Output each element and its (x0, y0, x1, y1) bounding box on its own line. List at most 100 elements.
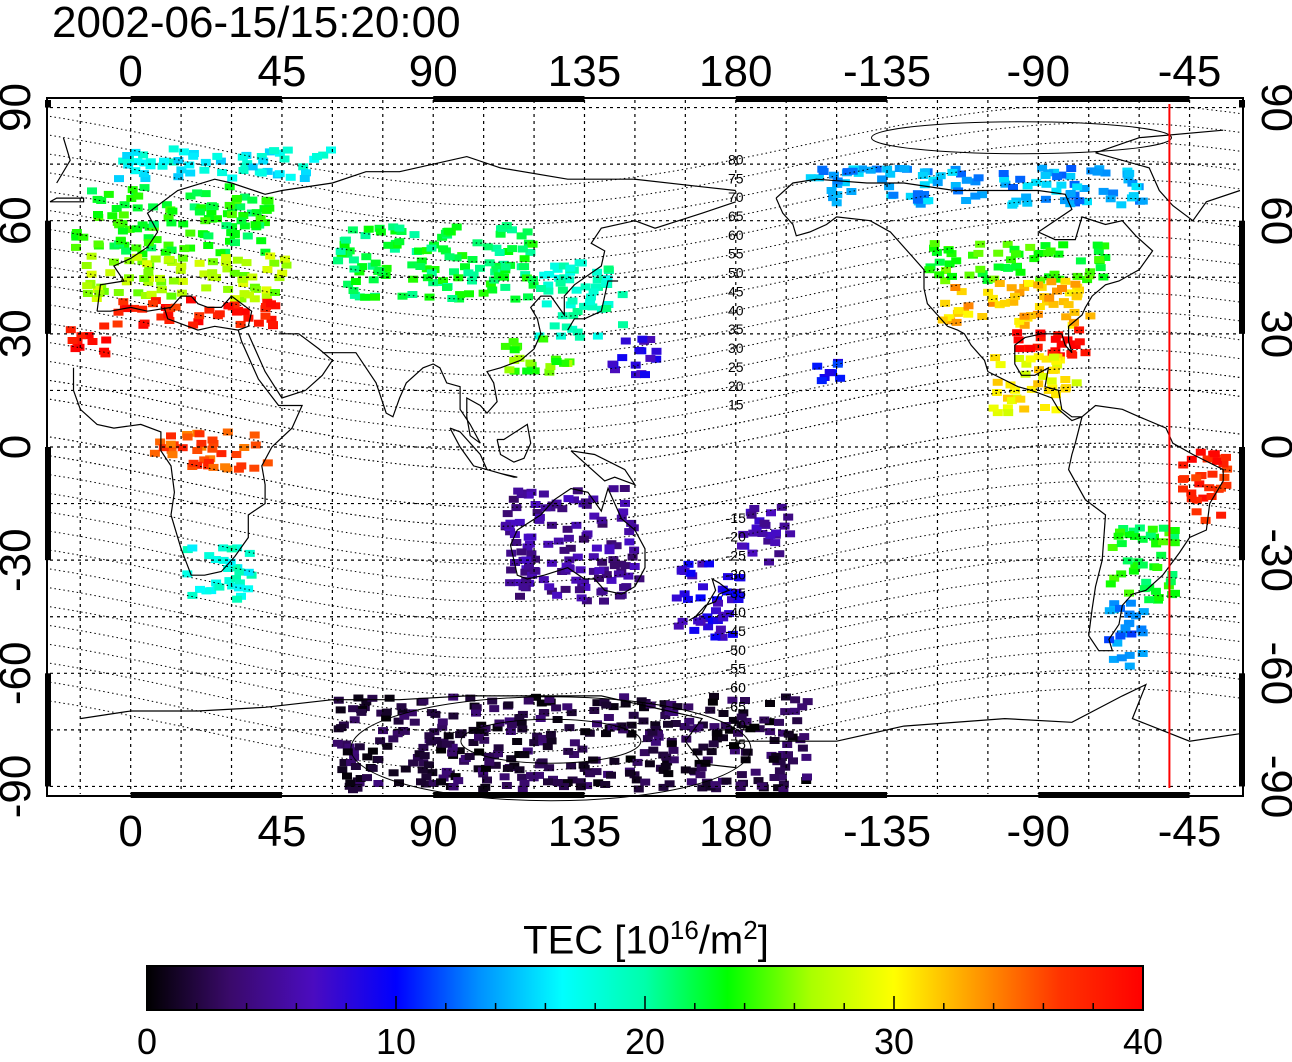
tec-point (626, 730, 637, 738)
tec-point (161, 201, 172, 209)
tec-point (525, 359, 536, 367)
tec-point (457, 252, 468, 260)
tec-point (562, 525, 573, 533)
mag-contour (49, 178, 1241, 263)
tec-point (506, 549, 517, 557)
tec-point (495, 230, 506, 238)
tec-point (666, 700, 677, 708)
tec-point (396, 703, 407, 711)
tec-point (802, 773, 812, 781)
tec-point (1051, 391, 1061, 399)
contour-label: -55 (726, 661, 746, 677)
tec-point (683, 703, 694, 711)
tec-point (503, 701, 514, 709)
tec-point (532, 509, 543, 516)
tec-point (1051, 357, 1062, 365)
tec-point (82, 282, 93, 290)
tec-point (507, 245, 518, 253)
tec-point (277, 269, 288, 277)
tec-point (603, 301, 614, 308)
tec-point (1196, 472, 1207, 479)
tec-point (581, 597, 592, 605)
tec-region (812, 358, 846, 385)
tec-point (229, 231, 240, 239)
tec-point (222, 265, 233, 273)
tec-point (493, 750, 503, 758)
tec-point (176, 262, 187, 270)
tec-point (1131, 612, 1141, 620)
tec-point (370, 293, 380, 301)
tec-point (568, 312, 579, 320)
tec-point (1134, 524, 1145, 532)
tec-point (1082, 276, 1093, 284)
tec-point (847, 167, 858, 175)
tec-point (1221, 481, 1232, 489)
tec-point (176, 166, 187, 174)
mag-contour (49, 329, 1241, 414)
left-lat-label: 90 (0, 83, 40, 132)
tec-point (993, 249, 1004, 257)
tec-point (1041, 355, 1052, 363)
tec-point (1052, 173, 1063, 181)
tec-point (231, 308, 242, 316)
tec-point (746, 511, 757, 519)
tec-point (670, 720, 681, 727)
tec-point (562, 779, 573, 787)
tec-point (143, 278, 154, 286)
tec-point (164, 255, 175, 263)
tec-point (177, 444, 188, 452)
contour-label: 20 (728, 378, 744, 394)
tec-point (963, 302, 974, 310)
tec-point (223, 565, 234, 572)
tec-point (1051, 187, 1062, 195)
tec-point (342, 250, 353, 258)
tec-point (557, 312, 568, 320)
tec-point (519, 263, 530, 271)
tec-point (143, 239, 154, 247)
tec-point (610, 366, 620, 374)
tec-point (616, 591, 627, 599)
tec-point (130, 167, 141, 175)
tec-point (663, 770, 674, 778)
mag-contour (49, 159, 1241, 244)
tec-point (538, 734, 549, 742)
tec-point (558, 262, 569, 270)
tec-point (348, 256, 359, 264)
tec-point (1137, 629, 1148, 637)
tec-point (839, 179, 850, 187)
tec-region (937, 277, 1096, 329)
tec-point (166, 446, 177, 454)
tec-point (517, 245, 528, 253)
tec-point (424, 761, 434, 769)
tec-point (1113, 532, 1124, 540)
tec-point (999, 175, 1010, 183)
tec-point (133, 289, 144, 297)
tec-point (1221, 453, 1231, 461)
colorbar-tick-label: 30 (873, 1021, 915, 1062)
tec-point (1124, 589, 1134, 597)
tec-point (249, 295, 260, 303)
tec-point (1014, 345, 1025, 353)
tec-point (1008, 184, 1018, 191)
tec-point (1002, 404, 1013, 412)
tec-point (149, 449, 160, 457)
tec-point (512, 738, 523, 745)
contour-label: 75 (728, 170, 744, 186)
tec-point (166, 432, 176, 440)
tec-point (679, 723, 690, 730)
tec-point (354, 779, 365, 787)
tec-point (1167, 571, 1178, 578)
tec-point (527, 571, 538, 579)
tec-point (620, 337, 631, 345)
tec-point (361, 698, 372, 706)
tec-point (139, 159, 150, 167)
tec-point (540, 504, 551, 512)
tec-point (1098, 187, 1109, 195)
frame-bar (735, 96, 888, 102)
tec-point (1024, 279, 1034, 287)
tec-point (994, 280, 1005, 287)
contour-label: -70 (726, 717, 746, 733)
tec-point (1045, 247, 1056, 255)
tec-point (1015, 395, 1026, 403)
tec-point (1222, 465, 1233, 473)
